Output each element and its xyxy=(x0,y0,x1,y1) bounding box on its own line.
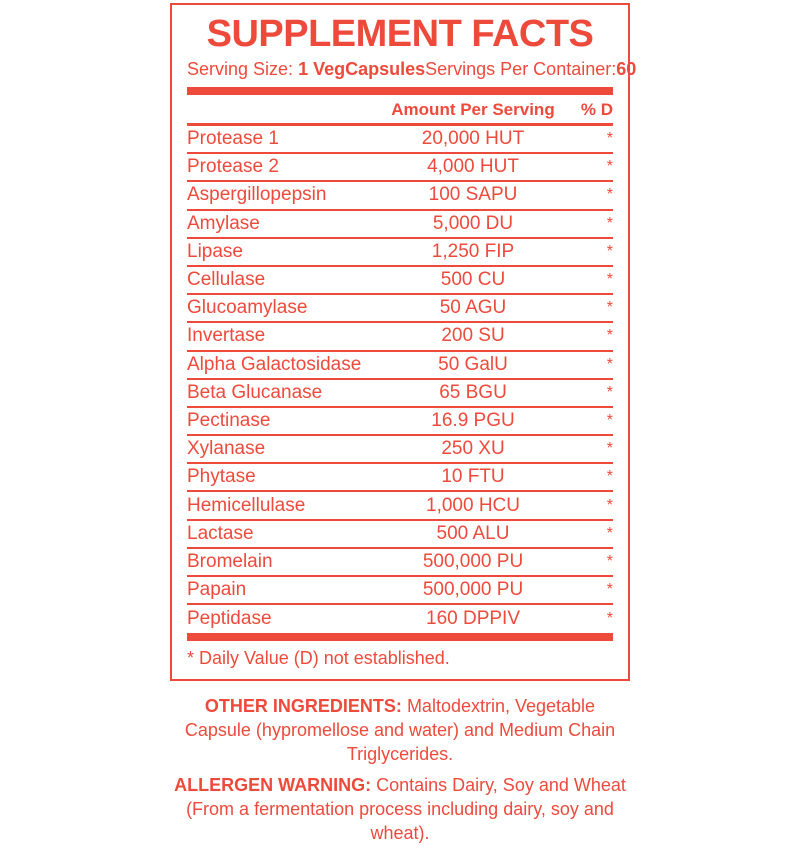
table-row: Hemicellulase 1,000 HCU * xyxy=(187,492,613,521)
serving-size: Serving Size: 1 VegCapsules xyxy=(187,58,425,80)
ingredient-dv: * xyxy=(606,242,613,260)
allergen-warning-label: ALLERGEN WARNING: xyxy=(174,775,372,796)
table-row: Lipase 1,250 FIP * xyxy=(187,239,613,267)
ingredient-amount: 250 XU xyxy=(441,438,505,460)
ingredient-amount: 500,000 PU xyxy=(422,579,524,601)
other-ingredients-label: OTHER INGREDIENTS: xyxy=(204,696,402,717)
serving-size-label: Serving Size: xyxy=(187,59,299,79)
ingredient-name: Protease 2 xyxy=(187,156,279,178)
ingredient-amount: 160 DPPIV xyxy=(426,608,520,630)
ingredient-dv: * xyxy=(606,327,613,345)
table-row: Cellulase 500 CU * xyxy=(187,267,613,296)
table-row: Amylase 5,000 DU * xyxy=(187,211,613,239)
ingredient-name: Glucoamylase xyxy=(187,297,308,319)
daily-value-footnote: * Daily Value (D) not established. xyxy=(187,648,450,669)
servings-per-container-label: Servings Per Container: xyxy=(425,59,617,79)
table-row: Xylanase 250 XU * xyxy=(187,436,613,465)
ingredient-dv: * xyxy=(606,552,613,570)
ingredient-name: Lactase xyxy=(187,522,254,544)
table-row: Pectinase 16.9 PGU * xyxy=(187,408,613,437)
ingredient-amount: 500 ALU xyxy=(436,522,510,544)
ingredient-amount: 5,000 DU xyxy=(432,212,514,234)
table-row: Peptidase 160 DPPIV * xyxy=(187,605,613,633)
ingredient-name: Amylase xyxy=(187,212,260,234)
table-row: Bromelain 500,000 PU * xyxy=(187,549,613,577)
ingredient-amount: 20,000 HUT xyxy=(421,128,525,150)
ingredient-dv: * xyxy=(606,299,613,317)
ingredient-name: Phytase xyxy=(187,466,256,488)
table-row: Invertase 200 SU * xyxy=(187,323,613,352)
table-row: Alpha Galactosidase 50 GalU * xyxy=(187,352,613,380)
divider-thick-top xyxy=(187,87,613,95)
serving-info: Serving Size: 1 VegCapsules Servings Per… xyxy=(187,58,636,80)
table-row: Aspergillopepsin 100 SAPU * xyxy=(187,182,613,211)
ingredient-amount: 4,000 HUT xyxy=(427,156,519,178)
ingredient-name: Bromelain xyxy=(187,550,273,572)
panel-title: SUPPLEMENT FACTS xyxy=(206,13,594,55)
divider-thick-bottom xyxy=(187,633,613,642)
ingredient-name: Alpha Galactosidase xyxy=(187,353,362,375)
other-ingredients-text: Maltodextrin, Vegetable Capsule (hyprome… xyxy=(184,696,616,765)
ingredient-amount: 100 SAPU xyxy=(428,184,518,206)
ingredient-name: Protease 1 xyxy=(187,128,279,150)
header-amount-per-serving: Amount Per Serving xyxy=(391,100,555,119)
serving-size-value: 1 VegCapsules xyxy=(298,59,426,79)
ingredient-name: Xylanase xyxy=(187,438,266,460)
ingredient-dv: * xyxy=(606,130,613,148)
table-row: Beta Glucanase 65 BGU * xyxy=(187,380,613,408)
ingredient-dv: * xyxy=(606,411,613,429)
table-header: Amount Per Serving % D xyxy=(187,97,613,123)
ingredient-dv: * xyxy=(606,524,613,542)
servings-per-container: Servings Per Container:60 xyxy=(425,58,636,80)
ingredient-name: Pectinase xyxy=(187,409,271,431)
ingredient-name: Peptidase xyxy=(187,608,272,630)
ingredient-amount: 1,250 FIP xyxy=(431,240,515,262)
ingredient-dv: * xyxy=(606,186,613,204)
header-rule xyxy=(187,123,613,126)
ingredient-dv: * xyxy=(606,610,613,628)
ingredient-amount: 65 BGU xyxy=(439,381,507,403)
ingredient-dv: * xyxy=(606,496,613,514)
ingredient-name: Cellulase xyxy=(187,269,266,291)
ingredient-amount: 1,000 HCU xyxy=(426,494,520,516)
ingredient-dv: * xyxy=(606,468,613,486)
table-row: Protease 2 4,000 HUT * xyxy=(187,154,613,183)
ingredient-dv: * xyxy=(606,158,613,176)
ingredient-amount: 500,000 PU xyxy=(422,550,524,572)
ingredient-dv: * xyxy=(606,440,613,458)
ingredient-dv: * xyxy=(606,355,613,373)
ingredient-amount: 16.9 PGU xyxy=(431,409,515,431)
ingredient-name: Lipase xyxy=(187,240,243,262)
ingredient-name: Papain xyxy=(187,579,247,601)
ingredient-dv: * xyxy=(606,581,613,599)
ingredient-amount: 50 GalU xyxy=(438,353,508,375)
table-row: Glucoamylase 50 AGU * xyxy=(187,295,613,324)
ingredient-amount: 50 AGU xyxy=(439,297,507,319)
table-row: Protease 1 20,000 HUT * xyxy=(187,126,613,155)
header-daily-value: % D xyxy=(580,100,613,119)
ingredient-dv: * xyxy=(606,214,613,232)
ingredient-name: Aspergillopepsin xyxy=(187,184,327,206)
servings-per-container-value: 60 xyxy=(616,59,637,79)
ingredient-dv: * xyxy=(606,383,613,401)
ingredient-name: Invertase xyxy=(187,325,266,347)
ingredient-table: Protease 1 20,000 HUT * Protease 2 4,000 HU… xyxy=(187,126,613,633)
below-panel-text: OTHER INGREDIENTS: Maltodextrin, Vegetab… xyxy=(170,694,630,845)
facts-panel: SUPPLEMENT FACTS Serving Size: 1 VegCaps… xyxy=(170,3,636,682)
ingredient-name: Hemicellulase xyxy=(187,494,306,516)
ingredient-amount: 200 SU xyxy=(441,325,505,347)
table-row: Lactase 500 ALU * xyxy=(187,521,613,549)
table-row: Papain 500,000 PU * xyxy=(187,577,613,606)
other-ingredients: OTHER INGREDIENTS: Maltodextrin, Vegetab… xyxy=(170,694,630,766)
ingredient-amount: 10 FTU xyxy=(441,466,505,488)
ingredient-name: Beta Glucanase xyxy=(187,381,323,403)
table-row: Phytase 10 FTU * xyxy=(187,464,613,493)
allergen-warning: ALLERGEN WARNING: Contains Dairy, Soy an… xyxy=(170,773,630,845)
supplement-label: SUPPLEMENT FACTS Serving Size: 1 VegCaps… xyxy=(170,3,636,852)
ingredient-dv: * xyxy=(606,271,613,289)
ingredient-amount: 500 CU xyxy=(440,269,506,291)
